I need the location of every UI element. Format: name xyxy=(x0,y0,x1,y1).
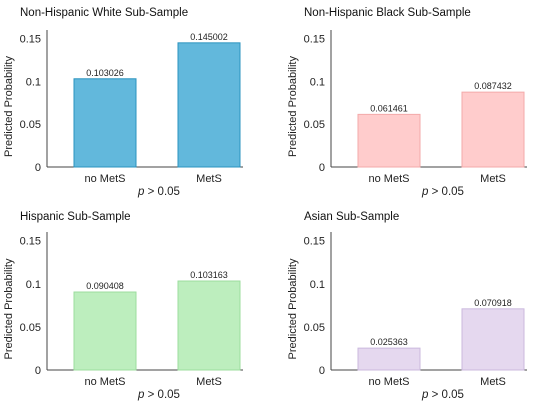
chart-title: Hispanic Sub-Sample xyxy=(20,211,131,223)
chart-panel-4: Asian Sub-Sample 0 0.05 0.1 0.15 Predicted Pr… xyxy=(287,211,527,401)
y-tick-label: 0.15 xyxy=(20,236,41,248)
p-value-note: p > 0.05 xyxy=(421,389,464,401)
chart-title: Asian Sub-Sample xyxy=(304,211,399,223)
bar-no-mets xyxy=(357,113,421,168)
chart-panel-2: Non-Hispanic Black Sub-Sample 0 0.05 0.1 0.1… xyxy=(287,7,527,198)
y-tick-label: 0 xyxy=(35,365,41,377)
x-category-label: MetS xyxy=(480,376,506,388)
p-threshold: > 0.05 xyxy=(144,389,180,401)
x-category-label: MetS xyxy=(196,173,222,185)
data-label: 0.061461 xyxy=(370,103,408,113)
y-tick-label: 0.05 xyxy=(304,322,325,334)
bar-no-mets xyxy=(73,78,137,168)
y-tick-label: 0.05 xyxy=(20,322,41,334)
x-category-label: no MetS xyxy=(369,173,410,185)
p-symbol: p xyxy=(421,389,429,401)
y-axis-label: Predicted Probability xyxy=(3,56,15,157)
data-label: 0.070918 xyxy=(474,298,512,308)
p-symbol: p xyxy=(137,186,145,198)
p-threshold: > 0.05 xyxy=(428,186,464,198)
x-category-label: no MetS xyxy=(85,173,126,185)
bar-no-mets xyxy=(357,347,421,371)
p-threshold: > 0.05 xyxy=(428,389,464,401)
chart-title: Non-Hispanic White Sub-Sample xyxy=(20,7,188,19)
y-tick-label: 0.1 xyxy=(26,76,41,88)
y-tick-label: 0.15 xyxy=(20,34,41,46)
x-category-label: MetS xyxy=(196,376,222,388)
data-label: 0.087432 xyxy=(474,81,512,91)
y-tick-label: 0.1 xyxy=(310,279,325,291)
p-value-note: p > 0.05 xyxy=(421,186,464,198)
p-threshold: > 0.05 xyxy=(144,186,180,198)
chart-panel-3: Hispanic Sub-Sample 0 0.05 0.1 0.15 Predicted… xyxy=(3,211,243,401)
y-tick-label: 0.05 xyxy=(304,119,325,131)
data-label: 0.103026 xyxy=(86,68,124,78)
y-tick-label: 0.1 xyxy=(26,279,41,291)
bar-mets xyxy=(461,91,525,168)
p-symbol: p xyxy=(421,186,429,198)
bar-mets xyxy=(177,42,241,168)
p-value-note: p > 0.05 xyxy=(137,186,180,198)
p-value-note: p > 0.05 xyxy=(137,389,180,401)
data-label: 0.025363 xyxy=(370,337,408,347)
data-label: 0.090408 xyxy=(86,281,124,291)
y-axis-label: Predicted Probability xyxy=(287,258,299,359)
bar-mets xyxy=(177,280,241,371)
y-tick-label: 0.15 xyxy=(304,236,325,248)
y-axis-label: Predicted Probability xyxy=(3,258,15,359)
bar-no-mets xyxy=(73,291,137,371)
y-tick-label: 0.15 xyxy=(304,34,325,46)
y-tick-label: 0 xyxy=(35,162,41,174)
y-tick-label: 0.1 xyxy=(310,76,325,88)
p-symbol: p xyxy=(137,389,145,401)
data-label: 0.145002 xyxy=(190,32,228,42)
bar-mets xyxy=(461,308,525,371)
x-category-label: no MetS xyxy=(369,376,410,388)
y-axis-label: Predicted Probability xyxy=(287,56,299,157)
chart-panel-1: Non-Hispanic White Sub-Sample 0 0.05 0.1 0.1… xyxy=(3,7,243,198)
chart-title: Non-Hispanic Black Sub-Sample xyxy=(304,7,471,19)
x-category-label: MetS xyxy=(480,173,506,185)
y-tick-label: 0 xyxy=(319,162,325,174)
y-tick-label: 0 xyxy=(319,365,325,377)
y-tick-label: 0.05 xyxy=(20,119,41,131)
data-label: 0.103163 xyxy=(190,270,228,280)
x-category-label: no MetS xyxy=(85,376,126,388)
